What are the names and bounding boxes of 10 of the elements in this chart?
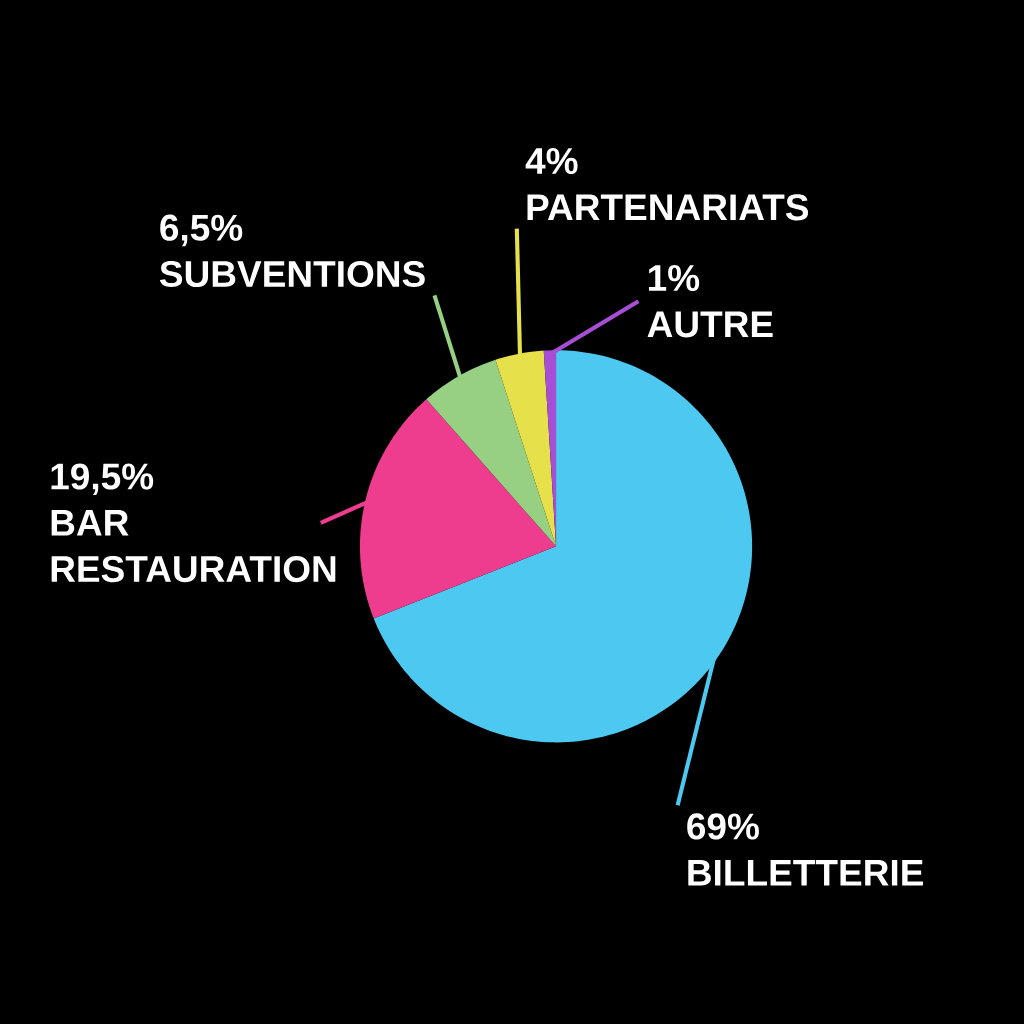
data-label: 19,5%	[51, 463, 154, 495]
data-label: 69%	[687, 813, 759, 840]
slice-label: AUTRE	[647, 311, 773, 338]
slice-label: PARTENARIATS	[527, 194, 809, 221]
data-label: 4%	[525, 148, 578, 175]
slice-label: BILLETTERIE	[688, 860, 923, 886]
slice-label: BAR RESTAURATION	[51, 510, 336, 583]
slice-label: SUBVENTIONS	[159, 260, 425, 288]
data-label: 1%	[648, 265, 700, 292]
data-label: 6,5%	[160, 214, 243, 247]
